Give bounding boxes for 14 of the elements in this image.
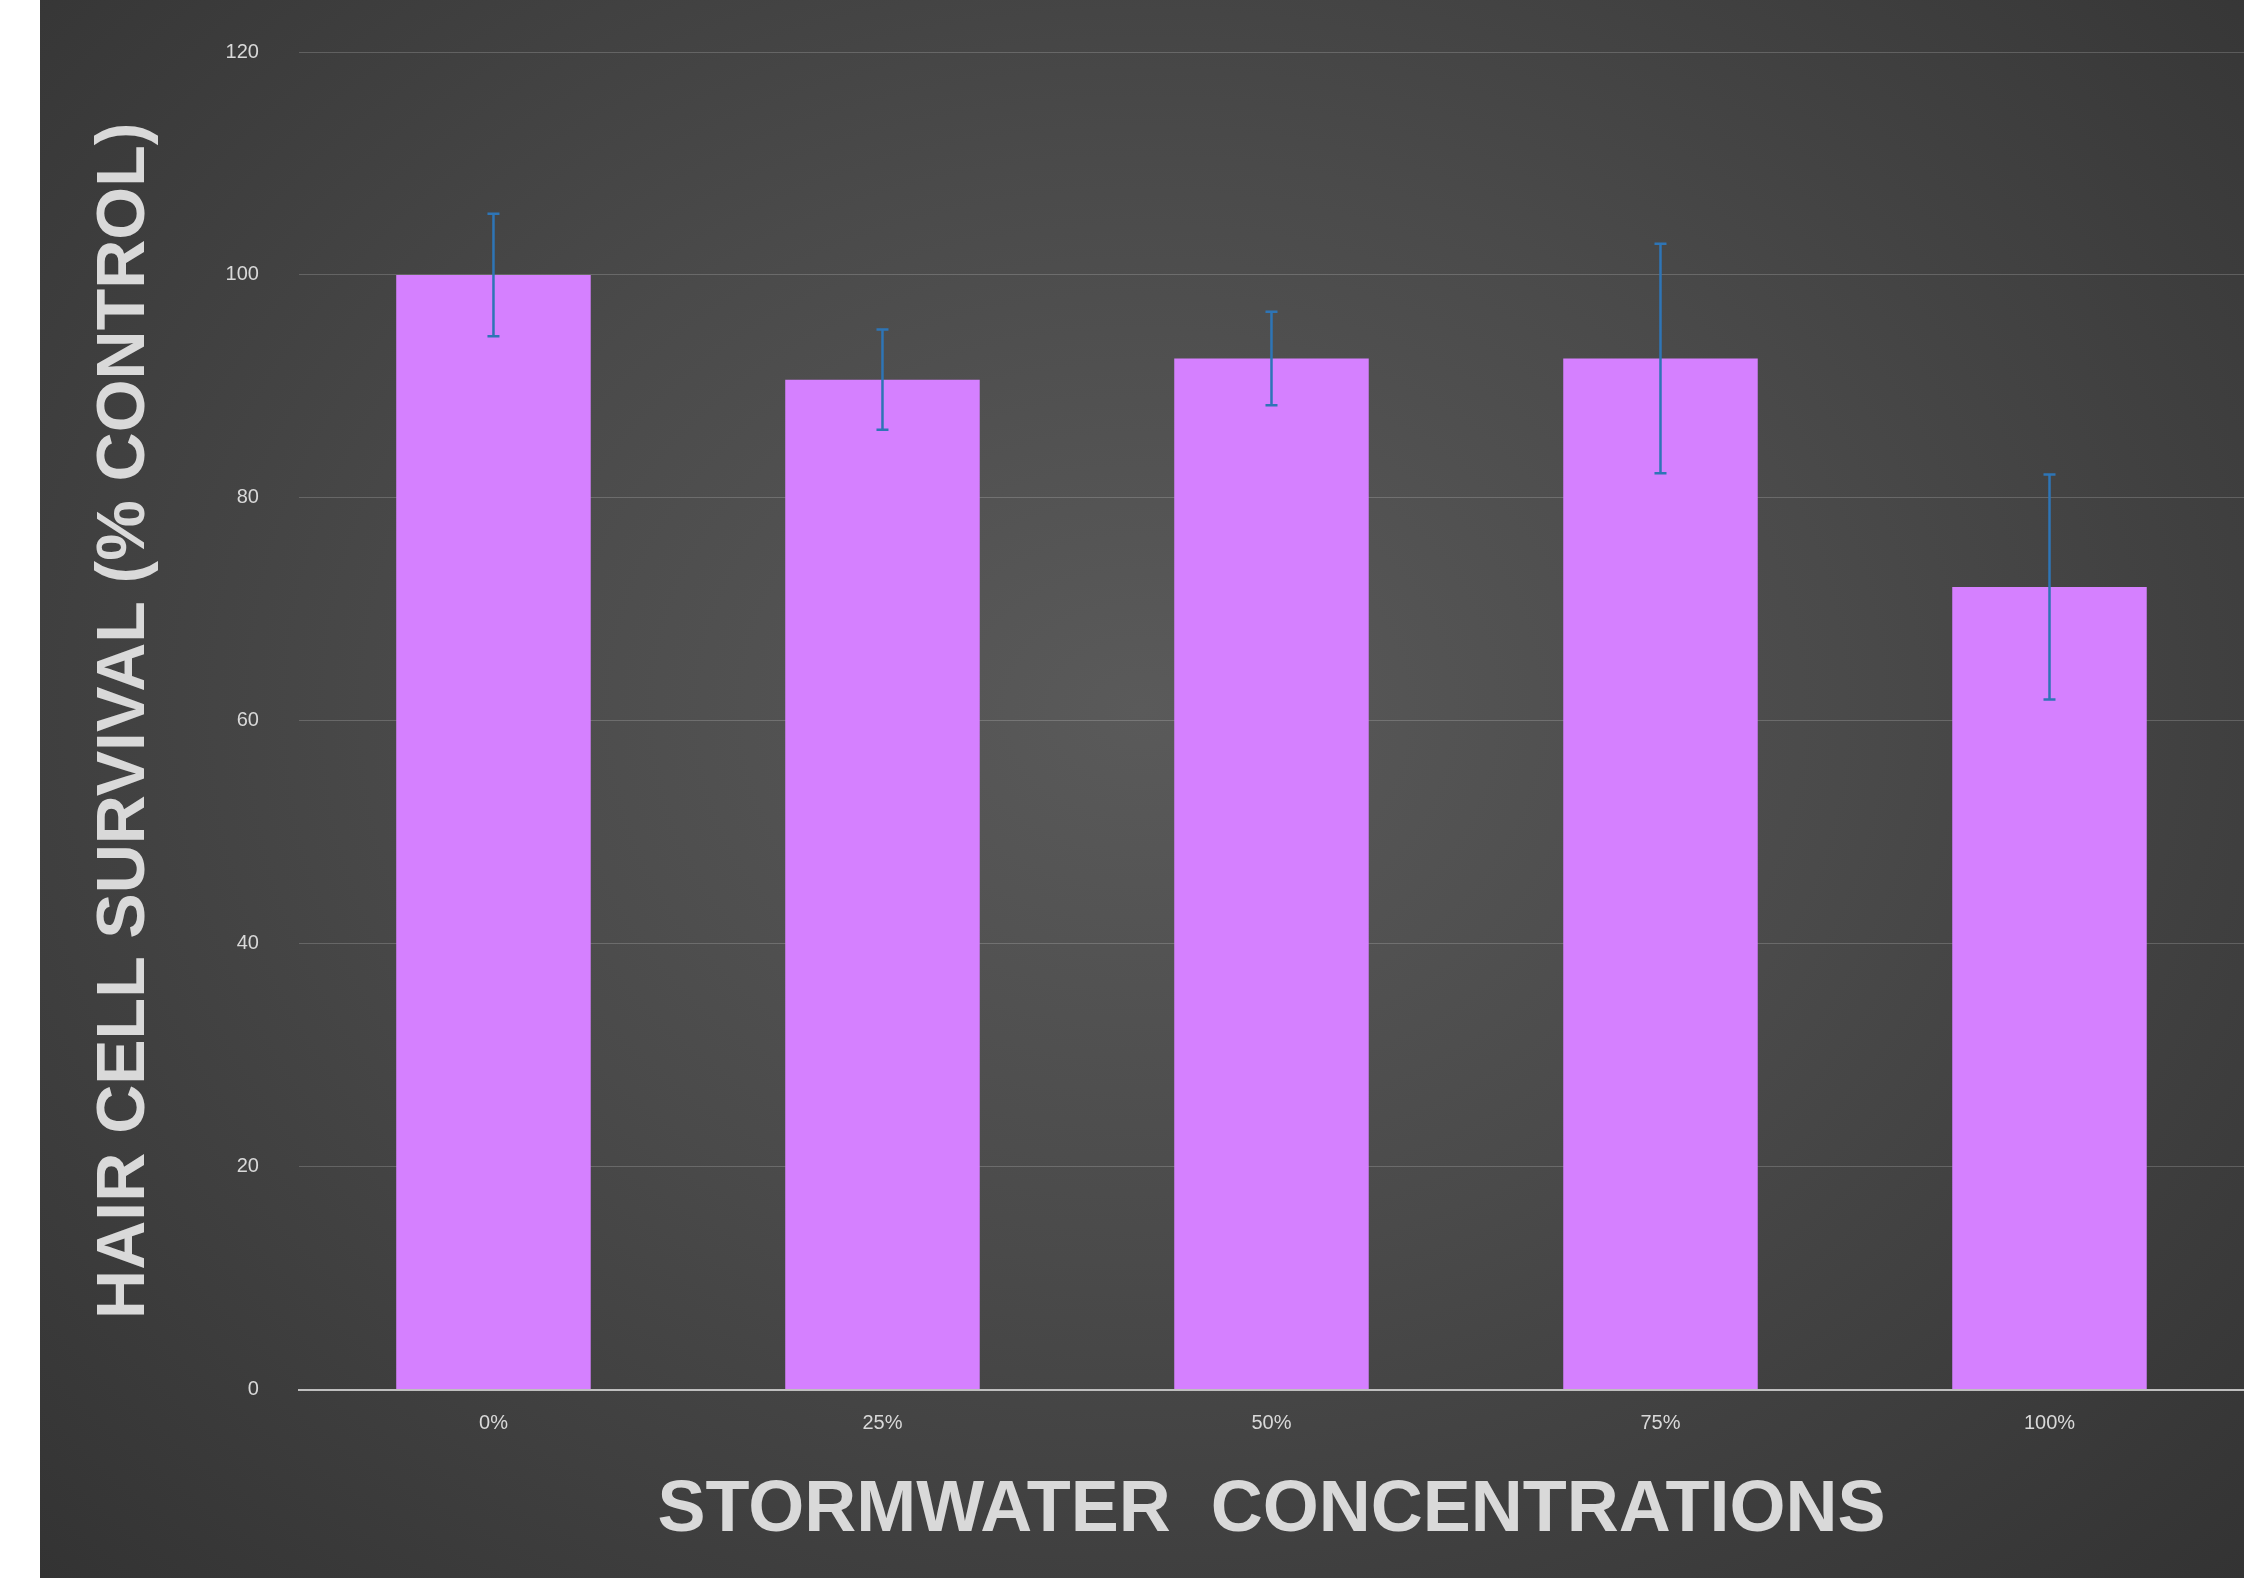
y-tick-label: 20 xyxy=(236,1154,259,1177)
y-tick-label: 0 xyxy=(247,1377,259,1400)
x-tick-label: 50% xyxy=(1251,1411,1292,1434)
x-axis-title: STORMWATER CONCENTRATIONS xyxy=(657,1465,1886,1546)
y-tick-label: 40 xyxy=(236,931,259,954)
x-tick-label: 100% xyxy=(2023,1411,2076,1434)
x-tick-label: 0% xyxy=(479,1411,509,1434)
y-tick-label: 120 xyxy=(225,39,259,62)
y-tick-label: 80 xyxy=(236,485,259,508)
y-tick-label: 100 xyxy=(225,262,259,285)
y-axis-title: HAIR CELL SURVIVAL (% CONTROL) xyxy=(81,122,158,1319)
x-tick-label: 25% xyxy=(862,1411,903,1434)
x-tick-label: 75% xyxy=(1640,1411,1681,1434)
y-tick-label: 60 xyxy=(236,708,259,731)
